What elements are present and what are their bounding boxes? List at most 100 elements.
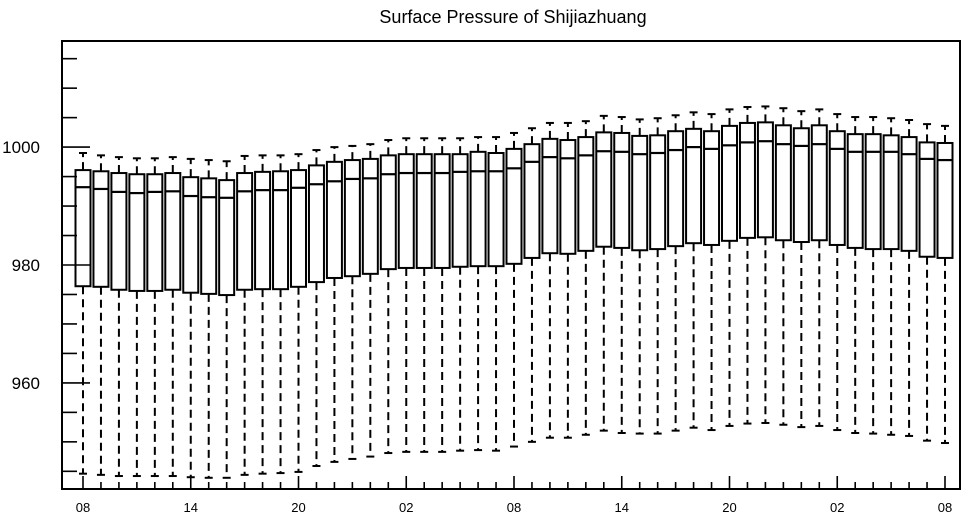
box-group [182,157,200,479]
box-rect [110,172,128,291]
box-rect [254,170,272,291]
box-group [200,159,218,479]
box-rect [792,127,810,244]
box-rect [236,172,254,291]
box-group [685,111,703,429]
box-rect [613,131,631,249]
box-group [756,105,774,424]
box-group [272,154,290,475]
box-rect [577,136,595,252]
box-rect [164,172,182,291]
x-tick-label: 20 [722,500,736,515]
box-group [379,139,397,455]
box-group [218,160,236,479]
box-rect [307,164,325,284]
box-group [631,118,649,435]
box-group [164,156,182,478]
box-rect [828,130,846,246]
box-rect [128,173,146,292]
box-rect [774,124,792,242]
box-rect [397,153,415,269]
box-group [92,154,110,476]
box-group [936,124,954,445]
box-group [487,136,505,452]
box-group [595,114,613,432]
x-tick-label: 14 [184,500,198,515]
box-rect [379,154,397,271]
box-rect [433,153,451,269]
axes: 1000 980 960 08 14 20 02 08 14 20 02 08 [2,57,952,515]
box-group [146,157,164,478]
box-rect [882,134,900,251]
box-group [649,117,667,435]
box-rect [469,150,487,268]
box-group [397,137,415,453]
box-rect [505,147,523,265]
box-rect [523,143,541,259]
box-rect [900,136,918,252]
plot-marks [74,105,954,479]
box-rect [649,134,667,251]
box-rect [415,153,433,269]
box-rect [146,173,164,292]
box-group [613,116,631,434]
box-group [110,156,128,478]
box-rect [703,130,721,246]
box-group [559,121,577,439]
x-tick-label: 14 [615,500,629,515]
box-group [810,108,828,427]
box-rect [685,127,703,245]
box-group [721,108,738,427]
box-rect [361,157,379,275]
box-group [828,113,846,432]
box-rect [290,169,307,288]
x-tick-label: 08 [507,500,521,515]
box-group [882,117,900,436]
box-rect [918,141,936,258]
box-rect [667,130,685,248]
box-rect [738,121,756,239]
box-group [792,110,810,429]
box-group [433,137,451,453]
y-tick-label: 1000 [2,138,40,157]
box-group [361,143,379,458]
box-rect [721,124,738,242]
box-rect [756,121,774,239]
box-rect [272,170,290,291]
plot-frame [61,40,961,490]
box-group [738,106,756,425]
box-rect [864,133,882,251]
box-group [325,146,343,463]
box-group [307,149,325,468]
x-tick-label: 08 [938,500,952,515]
box-group [415,137,433,453]
box-rect [343,159,361,278]
box-group [128,157,146,478]
box-rect [451,153,469,268]
box-rect [487,152,505,268]
x-tick-label: 02 [399,500,413,515]
box-rect [325,160,343,279]
box-rect [559,139,577,255]
box-rect [810,124,828,242]
chart-title: Surface Pressure of Shijiazhuang [379,7,646,27]
box-rect [846,133,864,249]
box-rect [936,141,954,259]
box-rect [200,177,218,295]
box-group [846,116,864,434]
box-group [343,144,361,460]
box-group [523,127,541,443]
box-group [290,153,307,473]
box-group [541,121,559,439]
box-rect [92,170,110,288]
box-rect [182,176,200,294]
box-rect [631,134,649,252]
box-group [577,120,595,436]
box-rect [541,137,559,255]
box-rect [74,169,92,288]
box-group [451,137,469,452]
box-group [469,136,487,452]
box-group [254,154,272,475]
box-rect [218,179,236,297]
